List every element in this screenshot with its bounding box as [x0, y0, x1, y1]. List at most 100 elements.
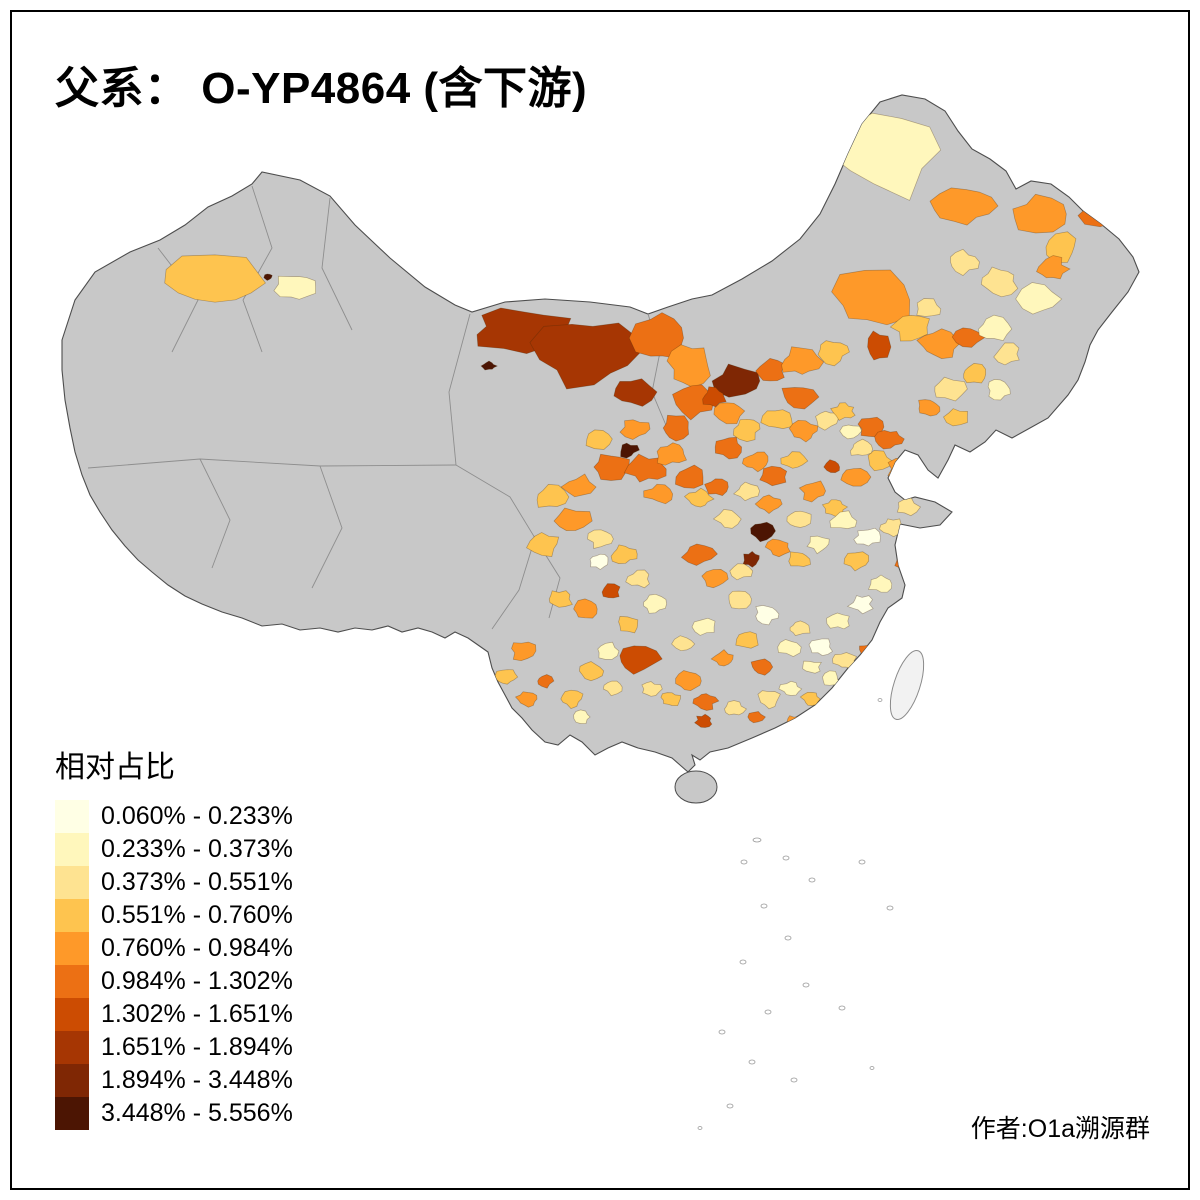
map-region [789, 620, 811, 636]
map-region [781, 346, 825, 375]
sea-islets [697, 698, 894, 1130]
map-region [610, 544, 638, 564]
map-region [691, 617, 716, 636]
map-region [889, 315, 930, 342]
legend-title: 相对占比 [55, 751, 175, 784]
province-borders [87, 185, 669, 630]
map-region [710, 649, 734, 667]
map-region [704, 478, 729, 496]
map-region [759, 465, 788, 487]
map-region [724, 700, 747, 716]
map-region [536, 484, 570, 508]
map-region [613, 378, 658, 407]
map-region [662, 414, 689, 442]
map-region [943, 408, 968, 427]
legend-row: 1.302% - 1.651% [55, 998, 293, 1031]
map-region [750, 658, 774, 676]
map-region [164, 254, 266, 303]
map-region [831, 269, 911, 326]
map-region [641, 681, 663, 697]
map-region [711, 363, 761, 398]
map-region [712, 509, 742, 529]
map-region [750, 521, 776, 543]
map-region [702, 386, 727, 408]
legend-row: 1.651% - 1.894% [55, 1031, 293, 1064]
map-region [714, 436, 742, 460]
map-region [950, 248, 980, 277]
map-region [1015, 282, 1063, 315]
map-region [815, 410, 840, 431]
map-region [742, 550, 760, 568]
map-region [713, 402, 746, 425]
legend-swatch [55, 932, 89, 965]
map-region [660, 692, 681, 707]
map-region [587, 529, 614, 549]
legend-row: 0.551% - 0.760% [55, 899, 293, 932]
map-region [916, 298, 942, 317]
map-region [760, 409, 794, 429]
map-region [742, 451, 769, 473]
map-region [978, 314, 1013, 341]
map-region [980, 266, 1019, 298]
map-region [826, 612, 850, 630]
map-region [829, 510, 858, 529]
map-region [887, 458, 916, 478]
map-title: 父系： O-YP4864 (含下游) [55, 64, 588, 113]
map-region [867, 330, 892, 361]
map-region [728, 590, 752, 610]
map-region [786, 715, 803, 728]
map-region [846, 595, 874, 615]
map-region [701, 569, 729, 589]
map-region [916, 328, 960, 359]
map-region [511, 641, 537, 662]
legend-label: 0.233% - 0.373% [101, 835, 293, 863]
map-region [874, 430, 905, 450]
map-region [780, 451, 809, 469]
map-region [560, 473, 597, 498]
map-region [817, 340, 850, 367]
map-region [1045, 231, 1077, 263]
legend-row: 0.060% - 0.233% [55, 800, 293, 833]
legend-swatch [55, 1031, 89, 1064]
legend-swatch [55, 866, 89, 899]
map-region [850, 438, 873, 456]
author-credit: 作者:O1a溯源群 [970, 1115, 1150, 1143]
map-region [585, 429, 613, 450]
map-region [514, 691, 538, 708]
map-region [643, 483, 674, 505]
legend-label: 1.894% - 3.448% [101, 1066, 293, 1094]
legend-label: 1.651% - 1.894% [101, 1033, 293, 1061]
map-region [733, 481, 760, 502]
legend-row: 0.760% - 0.984% [55, 932, 293, 965]
legend: 相对占比 0.060% - 0.233% 0.233% - 0.373% 0.373… [55, 742, 293, 1130]
map-region [601, 583, 621, 599]
legend-row: 0.233% - 0.373% [55, 833, 293, 866]
map-region [671, 635, 696, 652]
legend-swatch [55, 833, 89, 866]
map-region [859, 644, 877, 658]
map-region [620, 442, 640, 459]
map-region [729, 563, 754, 581]
map-region [840, 468, 872, 487]
map-region [593, 453, 630, 481]
map-region [656, 442, 687, 466]
map-region [537, 674, 555, 689]
legend-label: 0.984% - 1.302% [101, 967, 293, 995]
legend-row: 0.984% - 1.302% [55, 965, 293, 998]
map-region [548, 590, 573, 608]
legend-swatch [55, 998, 89, 1031]
map-region [553, 507, 593, 531]
map-region [1077, 193, 1129, 228]
map-region [934, 376, 968, 402]
hainan-island [674, 770, 718, 804]
map-region [747, 711, 766, 724]
map-region [777, 639, 802, 657]
legend-label: 1.302% - 1.651% [101, 1000, 293, 1028]
map-region [755, 358, 786, 382]
legend-row: 1.894% - 3.448% [55, 1064, 293, 1097]
map-region [1012, 193, 1067, 234]
legend-rows: 0.060% - 0.233% 0.233% - 0.373% 0.373% - 0… [55, 800, 293, 1130]
map-region [597, 641, 620, 660]
map-region [951, 327, 987, 348]
map-region [619, 419, 651, 440]
